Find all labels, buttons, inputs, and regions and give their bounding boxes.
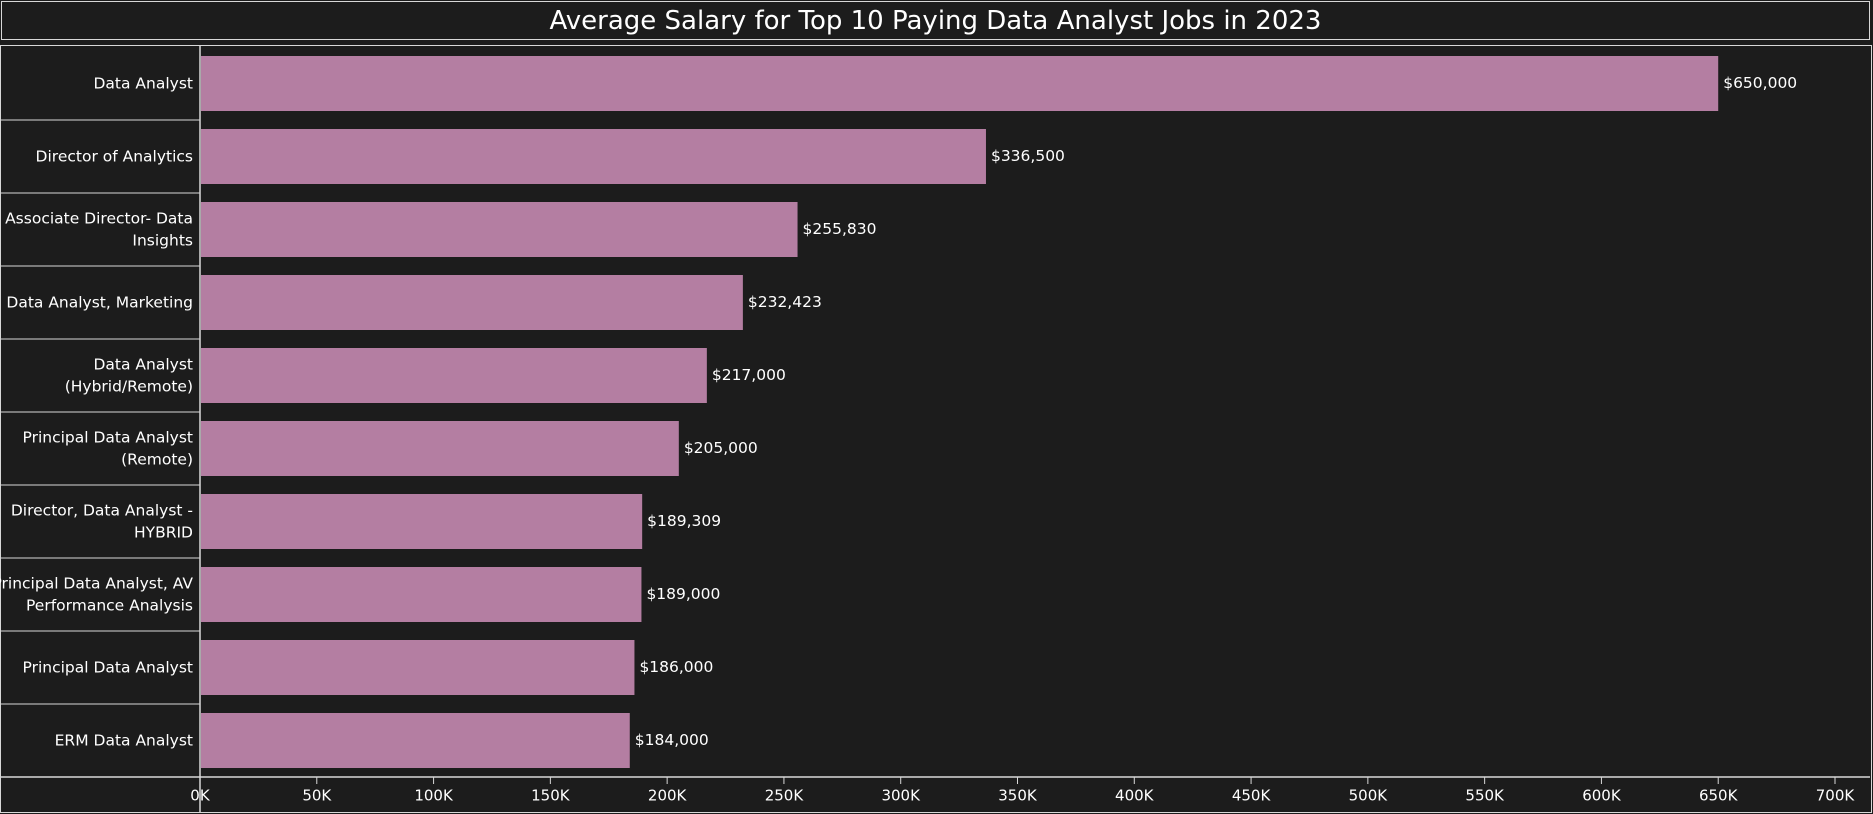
plot-frame [0,45,1872,813]
data-label: $255,830 [803,220,877,238]
category-label-line: Principal Data Analyst [23,658,193,676]
x-tick-label: 150K [531,787,571,805]
data-label: $336,500 [991,147,1065,165]
x-tick-label: 600K [1582,787,1622,805]
category-label-line: (Hybrid/Remote) [65,377,193,395]
data-label: $232,423 [748,293,822,311]
data-label: $186,000 [639,658,713,676]
category-label-line: Director, Data Analyst - [11,501,193,519]
x-tick-label: 400K [1115,787,1155,805]
x-tick-label: 700K [1816,787,1856,805]
category-label-line: (Remote) [121,450,193,468]
category-label: ERM Data Analyst [55,731,193,749]
bar [201,56,1719,111]
bar [201,348,707,403]
x-tick-label: 650K [1699,787,1739,805]
category-label: Associate Director- Data Insights [5,209,193,249]
data-label: $184,000 [635,731,709,749]
data-label: $189,309 [647,512,721,530]
x-tick-label: 100K [414,787,454,805]
bar [201,275,743,330]
chart-title: Average Salary for Top 10 Paying Data An… [1,1,1870,40]
category-label-line: Data Analyst, Marketing [6,293,193,311]
category-label: Data Analyst [94,74,194,92]
category-label-line: Performance Analysis [26,596,193,614]
x-tick-label: 250K [765,787,805,805]
data-label: $650,000 [1723,74,1797,92]
category-label: Principal Data Analyst, AV Performance An… [0,574,193,614]
x-tick-label: 300K [881,787,921,805]
category-label: Data Analyst (Hybrid/Remote) [65,355,193,395]
category-label-line: Principal Data Analyst [23,428,193,446]
x-tick-label: 0K [190,787,211,805]
category-label-line: ERM Data Analyst [55,731,193,749]
data-label: $217,000 [712,366,786,384]
category-label-line: Director of Analytics [36,147,193,165]
bar [201,494,643,549]
data-label: $189,000 [646,585,720,603]
x-tick-label: 450K [1232,787,1272,805]
x-tick-label: 500K [1349,787,1389,805]
bar [201,567,642,622]
category-label: Data Analyst, Marketing [6,293,193,311]
bar [201,202,798,257]
category-label-line: Data Analyst [94,74,194,92]
category-label-line: Associate Director- Data [5,209,193,227]
category-label-line: Principal Data Analyst, AV [0,574,193,592]
category-label: Director of Analytics [36,147,193,165]
category-label-line: Data Analyst [94,355,194,373]
category-label: Director, Data Analyst - HYBRID [11,501,193,541]
bar [201,713,630,768]
category-label: Principal Data Analyst [23,658,193,676]
bar [201,129,986,184]
x-tick-label: 200K [648,787,688,805]
x-tick-label: 550K [1465,787,1505,805]
bar [201,640,635,695]
bar [201,421,679,476]
category-label-line: HYBRID [134,523,193,541]
category-label: Principal Data Analyst (Remote) [23,428,193,468]
x-tick-label: 350K [998,787,1038,805]
x-tick-label: 50K [302,787,332,805]
data-label: $205,000 [684,439,758,457]
category-label-line: Insights [132,231,193,249]
